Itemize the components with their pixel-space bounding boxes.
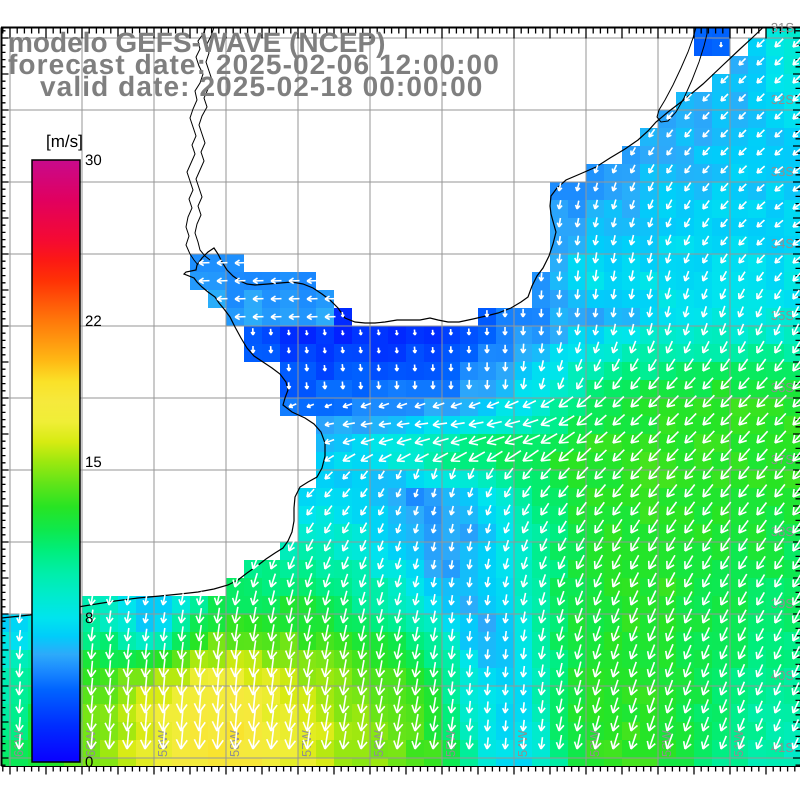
svg-text:32S: 32S (771, 92, 794, 107)
svg-text:0: 0 (85, 754, 93, 771)
svg-text:22: 22 (85, 313, 102, 330)
svg-text:modelo GEFS-WAVE (NCEP): modelo GEFS-WAVE (NCEP) (8, 27, 386, 58)
svg-text:55W: 55W (443, 730, 458, 757)
svg-text:valid date: 2025-02-18 00:00:0: valid date: 2025-02-18 00:00:00 (40, 71, 483, 102)
svg-text:15: 15 (85, 454, 102, 471)
svg-text:58W: 58W (227, 730, 242, 757)
svg-text:36S: 36S (771, 380, 794, 395)
svg-text:60W: 60W (83, 730, 98, 757)
svg-text:56W: 56W (371, 730, 386, 757)
svg-text:33S: 33S (771, 164, 794, 179)
svg-text:8: 8 (85, 610, 93, 627)
svg-text:34S: 34S (771, 236, 794, 251)
svg-text:61W: 61W (11, 730, 26, 757)
svg-text:30: 30 (85, 152, 102, 169)
svg-text:[m/s]: [m/s] (46, 132, 83, 151)
svg-text:37S: 37S (771, 452, 794, 467)
svg-text:38S: 38S (771, 524, 794, 539)
svg-text:39S: 39S (771, 596, 794, 611)
svg-text:57W: 57W (299, 730, 314, 757)
svg-text:59W: 59W (155, 730, 170, 757)
svg-text:31S: 31S (771, 20, 794, 35)
svg-text:forecast date: 2025-02-06 12:0: forecast date: 2025-02-06 12:00:00 (8, 49, 500, 80)
svg-text:54W: 54W (515, 730, 530, 757)
